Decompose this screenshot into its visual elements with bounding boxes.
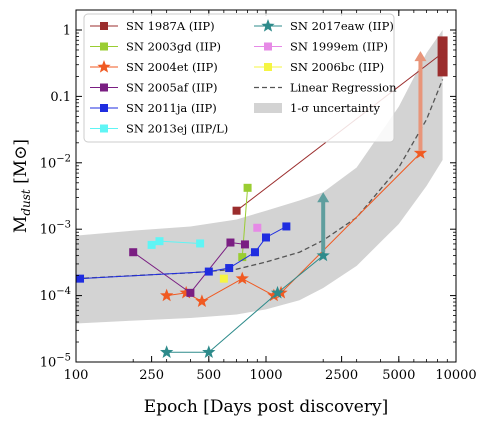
series-sn-2017eaw-iip — [160, 248, 330, 358]
data-point-sn-1987a-iip — [438, 49, 447, 58]
data-point-sn-2005af-iip — [226, 238, 235, 247]
legend-marker — [264, 63, 272, 71]
legend-marker — [100, 42, 108, 51]
series-sn-2013ej-iip-l — [147, 237, 205, 249]
minor-ticks — [76, 10, 456, 362]
data-point-sn-2011ja-iip — [262, 233, 270, 242]
data-point-sn-2006bc-iip — [219, 274, 228, 283]
legend-marker — [100, 104, 108, 112]
x-tick-label: 500 — [196, 368, 221, 383]
data-point-sn-2011ja-iip — [250, 248, 259, 257]
data-point-sn-2013ej-iip-l — [196, 239, 205, 248]
data-point-sn-2011ja-iip — [225, 264, 234, 273]
legend-marker — [100, 22, 108, 30]
y-tick-label: 10−3 — [40, 220, 71, 238]
x-tick-label: 1000 — [249, 368, 282, 383]
legend-marker — [261, 19, 275, 32]
legend-marker — [264, 42, 272, 51]
legend-label: SN 2006bc (IIP) — [290, 60, 384, 74]
legend-box — [83, 13, 395, 143]
data-point-sn-2005af-iip — [129, 248, 138, 257]
data-point-sn-2003gd-iip — [238, 253, 247, 262]
data-point-sn-2017eaw-iip — [202, 345, 216, 358]
y-tick-label: 0.1 — [50, 90, 71, 105]
data-point-sn-2017eaw-iip — [316, 248, 330, 262]
legend-label: SN 2005af (IIP) — [126, 81, 217, 95]
data-point-sn-2004et-iip — [267, 288, 281, 302]
legend-label: SN 2003gd (IIP) — [126, 40, 221, 54]
x-tick-label: 10000 — [435, 368, 476, 383]
legend-label: SN 2013ej (IIP/L) — [126, 122, 228, 136]
legend-label: SN 1987A (IIP) — [126, 19, 215, 33]
legend-label: Linear Regression — [290, 81, 397, 95]
data-point-sn-2017eaw-iip — [160, 345, 174, 358]
x-tick-label: 5000 — [382, 368, 415, 383]
x-tick-label: 2500 — [325, 368, 358, 383]
data-point-sn-1987a-iip — [232, 206, 241, 215]
data-point-sn-2017eaw-iip — [270, 285, 285, 299]
series-sn-2011ja-iip — [76, 222, 291, 283]
data-point-sn-2011ja-iip — [76, 274, 85, 283]
y-axis-label: Mdust [M⊙] — [11, 139, 33, 233]
uncertainty-band — [76, 29, 443, 324]
data-point-sn-1999em-iip — [253, 223, 262, 232]
legend-marker — [100, 83, 108, 92]
data-point-sn-2013ej-iip-l — [147, 240, 156, 249]
data-point-sn-2005af-iip — [240, 240, 249, 249]
series-sn-2006bc-iip — [219, 274, 228, 283]
legend-label: SN 1999em (IIP) — [290, 40, 388, 54]
data-point-sn-2004et-iip — [195, 294, 209, 307]
data-point-sn-2013ej-iip-l — [155, 237, 164, 246]
data-point-sn-2011ja-iip — [204, 267, 213, 276]
x-axis-label: Epoch [Days post discovery] — [144, 397, 388, 417]
y-tick-label: 10−5 — [40, 353, 71, 371]
data-point-sn-2011ja-iip — [282, 222, 291, 231]
legend-label: SN 2004et (IIP) — [126, 60, 218, 74]
legend: SN 1987A (IIP) SN 2003gd (IIP) SN 2004et (… — [83, 13, 397, 143]
series-sn-1999em-iip — [253, 223, 262, 232]
legend-label: SN 2011ja (IIP) — [126, 101, 217, 115]
y-tick-label: 1 — [63, 23, 71, 38]
x-tick-label: 250 — [139, 368, 164, 383]
upper-limit-arrow-head — [414, 51, 427, 62]
legend-band-swatch — [254, 103, 282, 113]
legend-label: 1-σ uncertainty — [290, 101, 380, 115]
y-tick-label: 10−2 — [40, 153, 71, 171]
y-tick-label: 10−4 — [40, 286, 71, 304]
data-point-sn-2005af-iip — [186, 288, 195, 297]
legend-marker — [100, 124, 108, 133]
upper-limit-arrow-head — [317, 192, 330, 203]
plot-area — [76, 29, 448, 358]
legend-marker — [97, 60, 111, 73]
data-point-sn-2004et-iip — [235, 271, 249, 285]
series-line-sn-2017eaw-iip — [166, 255, 324, 353]
legend-label: SN 2017eaw (IIP) — [290, 19, 394, 33]
data-point-sn-2004et-iip — [160, 288, 174, 302]
x-tick-label: 100 — [64, 368, 89, 383]
data-point-sn-2004et-iip — [179, 285, 193, 299]
regression-line — [76, 79, 444, 280]
data-point-sn-2004et-iip — [413, 146, 428, 159]
data-point-sn-2003gd-iip — [243, 183, 252, 192]
